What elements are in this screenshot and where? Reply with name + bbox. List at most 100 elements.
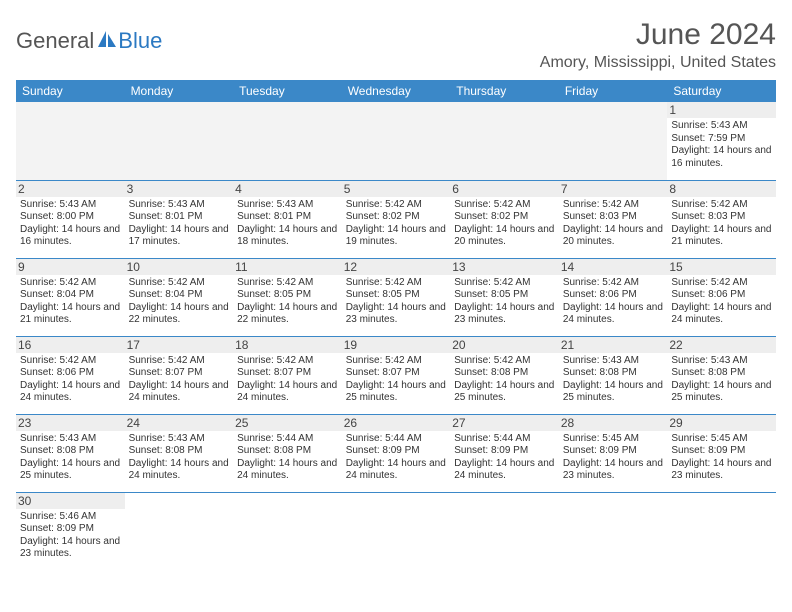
logo-text-general: General	[16, 28, 94, 54]
calendar-row: 2 Sunrise: 5:43 AMSunset: 8:00 PMDaylight…	[16, 180, 776, 258]
calendar-cell: 19Sunrise: 5:42 AMSunset: 8:07 PMDayligh…	[342, 336, 451, 414]
weekday-header: Thursday	[450, 80, 559, 102]
day-number: 9	[16, 259, 125, 275]
day-details: Sunrise: 5:42 AMSunset: 8:06 PMDaylight:…	[20, 355, 121, 405]
day-details: Sunrise: 5:42 AMSunset: 8:05 PMDaylight:…	[346, 277, 447, 327]
day-details: Sunrise: 5:43 AMSunset: 8:08 PMDaylight:…	[563, 355, 664, 405]
calendar-cell: 2 Sunrise: 5:43 AMSunset: 8:00 PMDaylight…	[16, 180, 125, 258]
weekday-header: Friday	[559, 80, 668, 102]
calendar-row: 9Sunrise: 5:42 AMSunset: 8:04 PMDaylight…	[16, 258, 776, 336]
day-details: Sunrise: 5:42 AMSunset: 8:07 PMDaylight:…	[346, 355, 447, 405]
day-number: 4	[233, 181, 342, 197]
calendar-cell: 13Sunrise: 5:42 AMSunset: 8:05 PMDayligh…	[450, 258, 559, 336]
calendar-cell: 25 Sunrise: 5:44 AMSunset: 8:08 PMDayligh…	[233, 414, 342, 492]
day-details: Sunrise: 5:45 AMSunset: 8:09 PMDaylight:…	[671, 433, 772, 483]
weekday-header: Saturday	[667, 80, 776, 102]
calendar-cell	[450, 492, 559, 570]
day-number: 8	[667, 181, 776, 197]
calendar-cell	[233, 102, 342, 180]
calendar-cell: 29 Sunrise: 5:45 AMSunset: 8:09 PMDayligh…	[667, 414, 776, 492]
calendar-cell	[125, 492, 234, 570]
day-details: Sunrise: 5:42 AMSunset: 8:08 PMDaylight:…	[454, 355, 555, 405]
calendar-cell: 4 Sunrise: 5:43 AMSunset: 8:01 PMDaylight…	[233, 180, 342, 258]
calendar-cell	[559, 102, 668, 180]
day-details: Sunrise: 5:42 AMSunset: 8:03 PMDaylight:…	[671, 199, 772, 249]
day-details: Sunrise: 5:43 AMSunset: 7:59 PMDaylight:…	[671, 120, 772, 170]
day-details: Sunrise: 5:42 AMSunset: 8:03 PMDaylight:…	[563, 199, 664, 249]
day-number: 6	[450, 181, 559, 197]
calendar-cell: 21 Sunrise: 5:43 AMSunset: 8:08 PMDayligh…	[559, 336, 668, 414]
calendar-cell: 16Sunrise: 5:42 AMSunset: 8:06 PMDayligh…	[16, 336, 125, 414]
calendar-cell: 12Sunrise: 5:42 AMSunset: 8:05 PMDayligh…	[342, 258, 451, 336]
calendar-cell: 20Sunrise: 5:42 AMSunset: 8:08 PMDayligh…	[450, 336, 559, 414]
calendar-cell	[125, 102, 234, 180]
day-details: Sunrise: 5:44 AMSunset: 8:09 PMDaylight:…	[346, 433, 447, 483]
calendar-row: 16Sunrise: 5:42 AMSunset: 8:06 PMDayligh…	[16, 336, 776, 414]
month-title: June 2024	[540, 18, 776, 52]
weekday-header: Monday	[125, 80, 234, 102]
weekday-header: Wednesday	[342, 80, 451, 102]
day-number: 2	[16, 181, 125, 197]
day-details: Sunrise: 5:43 AMSunset: 8:01 PMDaylight:…	[129, 199, 230, 249]
day-number: 10	[125, 259, 234, 275]
logo-text-blue: Blue	[118, 28, 162, 54]
day-details: Sunrise: 5:44 AMSunset: 8:08 PMDaylight:…	[237, 433, 338, 483]
day-number: 18	[233, 337, 342, 353]
calendar-cell	[667, 492, 776, 570]
calendar-row: 30Sunrise: 5:46 AMSunset: 8:09 PMDayligh…	[16, 492, 776, 570]
calendar-cell: 9 Sunrise: 5:42 AMSunset: 8:04 PMDaylight…	[16, 258, 125, 336]
calendar-cell: 17 Sunrise: 5:42 AMSunset: 8:07 PMDayligh…	[125, 336, 234, 414]
day-details: Sunrise: 5:43 AMSunset: 8:08 PMDaylight:…	[129, 433, 230, 483]
calendar-cell: 30Sunrise: 5:46 AMSunset: 8:09 PMDayligh…	[16, 492, 125, 570]
calendar-cell	[559, 492, 668, 570]
calendar-cell	[342, 492, 451, 570]
day-details: Sunrise: 5:42 AMSunset: 8:02 PMDaylight:…	[454, 199, 555, 249]
calendar-cell: 5Sunrise: 5:42 AMSunset: 8:02 PMDaylight…	[342, 180, 451, 258]
day-number: 23	[16, 415, 125, 431]
title-block: June 2024 Amory, Mississippi, United Sta…	[540, 18, 776, 72]
day-number: 30	[16, 493, 125, 509]
calendar-row: 23Sunrise: 5:43 AMSunset: 8:08 PMDayligh…	[16, 414, 776, 492]
calendar-cell	[233, 492, 342, 570]
day-number: 22	[667, 337, 776, 353]
day-number: 21	[559, 337, 668, 353]
day-number: 14	[559, 259, 668, 275]
weekday-header: Tuesday	[233, 80, 342, 102]
day-number: 11	[233, 259, 342, 275]
calendar-cell: 26 Sunrise: 5:44 AMSunset: 8:09 PMDayligh…	[342, 414, 451, 492]
day-number: 26	[342, 415, 451, 431]
day-details: Sunrise: 5:42 AMSunset: 8:04 PMDaylight:…	[20, 277, 121, 327]
day-number: 25	[233, 415, 342, 431]
calendar-cell: 3Sunrise: 5:43 AMSunset: 8:01 PMDaylight…	[125, 180, 234, 258]
calendar-cell: 11Sunrise: 5:42 AMSunset: 8:05 PMDayligh…	[233, 258, 342, 336]
day-number: 24	[125, 415, 234, 431]
day-details: Sunrise: 5:42 AMSunset: 8:07 PMDaylight:…	[129, 355, 230, 405]
day-number: 29	[667, 415, 776, 431]
day-details: Sunrise: 5:42 AMSunset: 8:02 PMDaylight:…	[346, 199, 447, 249]
day-details: Sunrise: 5:42 AMSunset: 8:04 PMDaylight:…	[129, 277, 230, 327]
calendar-row: 1 Sunrise: 5:43 AMSunset: 7:59 PMDaylight…	[16, 102, 776, 180]
day-details: Sunrise: 5:42 AMSunset: 8:06 PMDaylight:…	[671, 277, 772, 327]
calendar-cell	[450, 102, 559, 180]
day-number: 27	[450, 415, 559, 431]
calendar-cell: 6 Sunrise: 5:42 AMSunset: 8:02 PMDaylight…	[450, 180, 559, 258]
day-details: Sunrise: 5:43 AMSunset: 8:01 PMDaylight:…	[237, 199, 338, 249]
logo: General Blue	[16, 18, 162, 54]
day-number: 17	[125, 337, 234, 353]
day-number: 28	[559, 415, 668, 431]
calendar-cell: 27Sunrise: 5:44 AMSunset: 8:09 PMDayligh…	[450, 414, 559, 492]
calendar-cell: 14 Sunrise: 5:42 AMSunset: 8:06 PMDayligh…	[559, 258, 668, 336]
calendar-table: SundayMondayTuesdayWednesdayThursdayFrid…	[16, 80, 776, 570]
calendar-cell: 1 Sunrise: 5:43 AMSunset: 7:59 PMDaylight…	[667, 102, 776, 180]
calendar-cell	[16, 102, 125, 180]
day-details: Sunrise: 5:43 AMSunset: 8:00 PMDaylight:…	[20, 199, 121, 249]
day-details: Sunrise: 5:42 AMSunset: 8:06 PMDaylight:…	[563, 277, 664, 327]
day-details: Sunrise: 5:43 AMSunset: 8:08 PMDaylight:…	[671, 355, 772, 405]
day-number: 15	[667, 259, 776, 275]
day-number: 7	[559, 181, 668, 197]
calendar-cell: 10 Sunrise: 5:42 AMSunset: 8:04 PMDayligh…	[125, 258, 234, 336]
day-details: Sunrise: 5:45 AMSunset: 8:09 PMDaylight:…	[563, 433, 664, 483]
day-number: 1	[667, 102, 776, 118]
weekday-header: Sunday	[16, 80, 125, 102]
calendar-cell: 15 Sunrise: 5:42 AMSunset: 8:06 PMDayligh…	[667, 258, 776, 336]
